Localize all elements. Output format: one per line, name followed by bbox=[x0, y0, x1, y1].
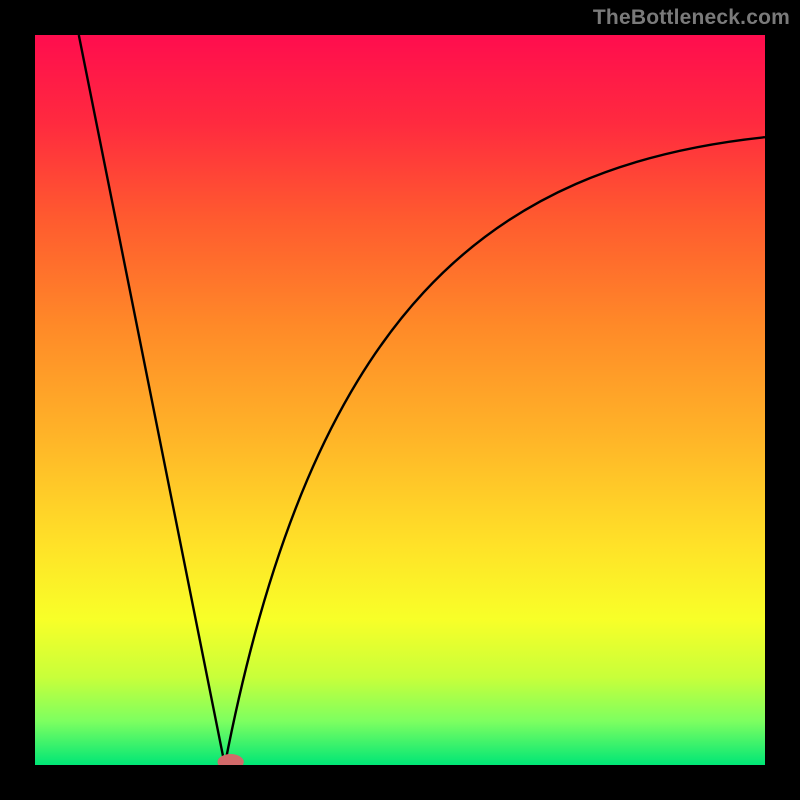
watermark-text: TheBottleneck.com bbox=[593, 6, 790, 30]
plot-area bbox=[35, 35, 765, 765]
chart-container: TheBottleneck.com bbox=[0, 0, 800, 800]
gradient-background bbox=[35, 35, 765, 765]
